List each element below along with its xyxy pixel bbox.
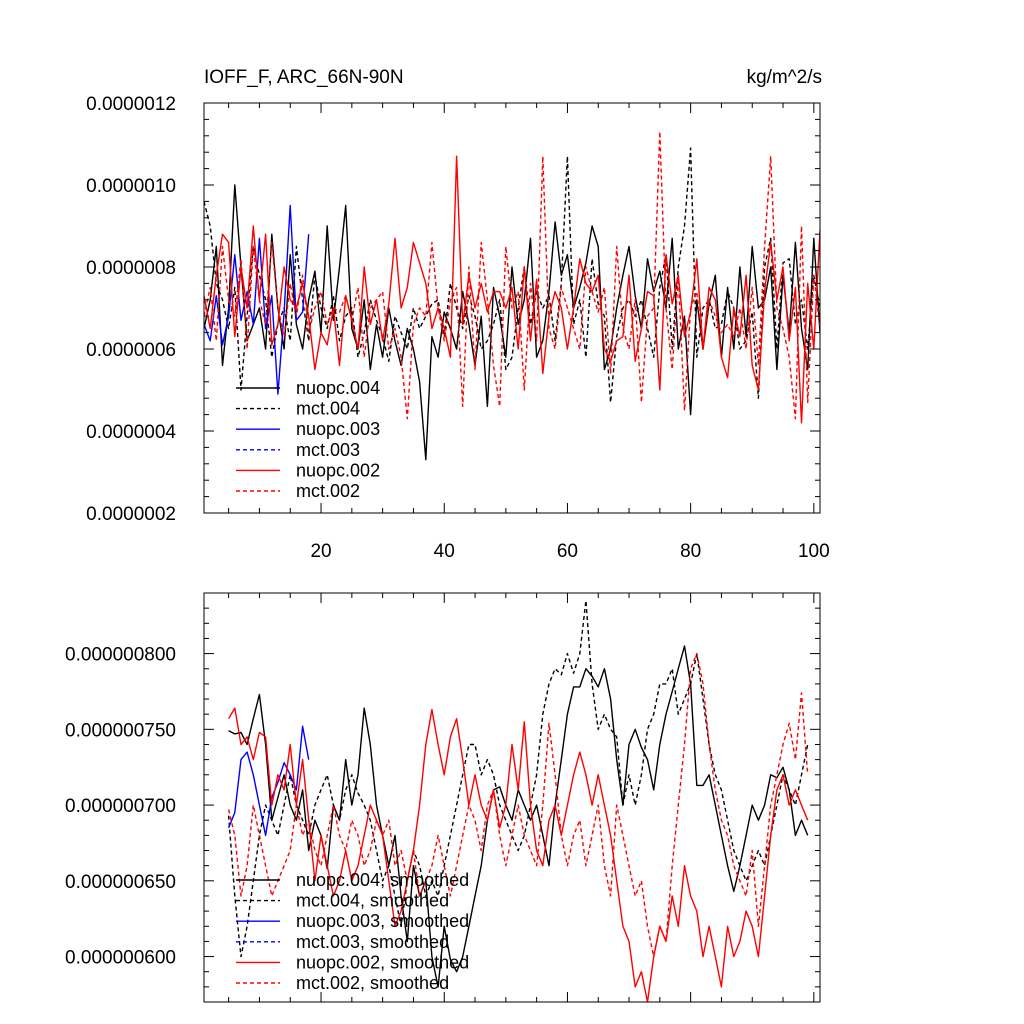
- legend-label: mct.002: [296, 481, 360, 501]
- series-line-nuopc-002: [204, 155, 820, 424]
- legend-label: mct.003, smoothed: [296, 932, 449, 952]
- x-tick-label: 100: [798, 541, 830, 562]
- legend: nuopc.004mct.004nuopc.003mct.003nuopc.00…: [236, 378, 380, 501]
- y-tick-label: 0.0000002: [86, 504, 176, 525]
- series-line-mct-002-smoothed: [227, 652, 809, 958]
- top-title-right: kg/m^2/s: [747, 67, 822, 88]
- legend-label: mct.004, smoothed: [296, 891, 449, 911]
- y-tick-label: 0.0000008: [86, 258, 176, 279]
- series-group: [227, 599, 809, 1002]
- legend-label: nuopc.003: [296, 419, 380, 439]
- bottom-panel: 0.000000600 0.000000650 0.000000700 0.00000…: [65, 592, 821, 1003]
- top-title-left: IOFF_F, ARC_66N-90N: [204, 67, 404, 88]
- y-tick-label: 0.0000012: [86, 94, 176, 115]
- legend-label: nuopc.004: [296, 378, 380, 398]
- series-line-nuopc-003: [204, 204, 310, 395]
- y-tick-label: 0.0000010: [86, 176, 176, 197]
- y-tick-label: 0.0000006: [86, 340, 176, 361]
- series-group: [204, 130, 820, 461]
- series-line-nuopc-002-smoothed: [227, 707, 809, 1002]
- y-tick-label: 0.000000750: [65, 720, 176, 741]
- series-line-mct-004-smoothed: [227, 599, 809, 958]
- series-line-mct-002: [204, 130, 820, 420]
- legend-label: mct.002, smoothed: [296, 973, 449, 993]
- plot-frame: [203, 592, 821, 1003]
- plot-frame: [203, 102, 821, 514]
- y-tick-label: 0.000000800: [65, 645, 176, 666]
- legend-label: nuopc.002, smoothed: [296, 952, 469, 972]
- series-line-mct-004: [204, 147, 820, 403]
- x-tick-label: 20: [310, 541, 331, 562]
- y-tick-label: 0.0000004: [86, 422, 176, 443]
- legend-label: mct.003: [296, 440, 360, 460]
- series-line-nuopc-003-smoothed: [227, 725, 310, 837]
- x-tick-label: 40: [434, 541, 455, 562]
- legend-label: mct.004: [296, 399, 360, 419]
- legend-label: nuopc.004, smoothed: [296, 870, 469, 890]
- y-tick-label: 0.000000650: [65, 872, 176, 893]
- top-panel: IOFF_F, ARC_66N-90N kg/m^2/s 20 40 60 80 100…: [86, 67, 830, 562]
- x-tick-label: 60: [557, 541, 578, 562]
- x-tick-label: 80: [680, 541, 701, 562]
- legend-label: nuopc.003, smoothed: [296, 911, 469, 931]
- y-tick-label: 0.000000600: [65, 948, 176, 969]
- legend-label: nuopc.002: [296, 460, 380, 480]
- y-tick-label: 0.000000700: [65, 796, 176, 817]
